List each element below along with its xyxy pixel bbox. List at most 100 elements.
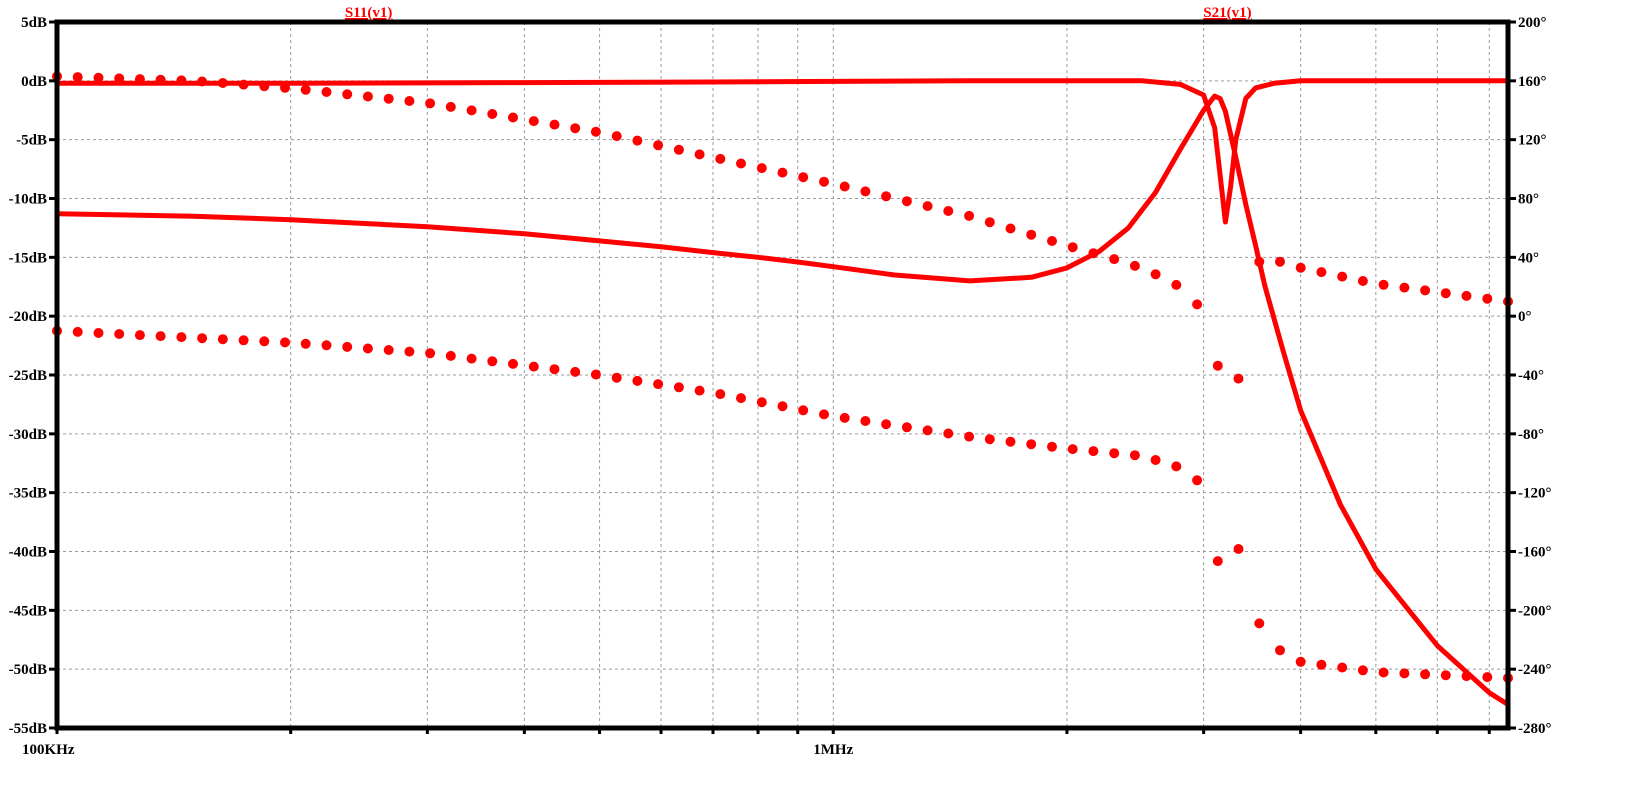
series-point xyxy=(1005,223,1016,234)
series-point xyxy=(549,119,560,130)
series-point xyxy=(1109,448,1120,459)
trace-label: S21(v1) xyxy=(1203,5,1251,21)
series-point xyxy=(1378,279,1389,290)
series-point xyxy=(114,329,125,339)
y-right-tick-label: -80° xyxy=(1518,427,1544,443)
series-point xyxy=(860,186,871,197)
series-point xyxy=(943,206,954,216)
series-point xyxy=(280,82,290,93)
series-point xyxy=(238,79,249,90)
y-left-tick-label: -35dB xyxy=(9,486,47,502)
series-point xyxy=(1254,618,1265,629)
series-point xyxy=(466,353,477,364)
series-point xyxy=(487,356,498,367)
y-right-tick-label: -160° xyxy=(1518,545,1552,561)
series-point xyxy=(1482,293,1493,304)
series-point xyxy=(1399,668,1410,679)
series-point xyxy=(155,74,166,85)
series-point xyxy=(528,116,539,127)
y-right-tick-label: -40° xyxy=(1518,368,1544,384)
series-point xyxy=(1005,436,1016,447)
series-point xyxy=(819,409,829,420)
series-line xyxy=(54,78,1511,225)
y-right-tick-label: 120° xyxy=(1518,133,1547,149)
series-point xyxy=(1088,446,1099,457)
series-point xyxy=(1295,656,1306,667)
series-point xyxy=(860,416,871,426)
series-point xyxy=(1275,645,1285,656)
series-point xyxy=(1171,279,1182,290)
series-point xyxy=(881,191,892,202)
series-point xyxy=(93,72,104,83)
series-point xyxy=(922,201,933,212)
series-point xyxy=(155,331,166,342)
series-point xyxy=(673,382,684,393)
series-point xyxy=(570,123,581,134)
y-left-tick-label: -5dB xyxy=(16,133,47,149)
series-point xyxy=(1357,276,1368,286)
series-point xyxy=(134,330,145,341)
series-point xyxy=(404,346,415,357)
tick-marks xyxy=(49,20,1516,734)
series-point xyxy=(964,210,975,221)
series-point xyxy=(300,84,311,95)
series-point xyxy=(176,332,187,343)
series-point xyxy=(362,343,373,354)
series-point xyxy=(922,425,933,436)
series-point xyxy=(549,364,560,375)
y-left-tick-label: -55dB xyxy=(9,721,47,737)
series-point xyxy=(383,93,394,104)
trace-label: S11(v1) xyxy=(345,5,393,21)
series-point xyxy=(1275,256,1285,267)
series-point xyxy=(1420,285,1431,296)
series-point xyxy=(1047,441,1057,452)
series-point xyxy=(1233,373,1244,384)
series-point xyxy=(1316,267,1327,278)
series-point xyxy=(321,87,332,97)
series-point xyxy=(342,89,353,100)
series-point xyxy=(1150,455,1161,465)
series-point xyxy=(1109,254,1120,265)
y-right-tick-label: 0° xyxy=(1518,309,1532,325)
series-point xyxy=(1357,665,1368,676)
series-point xyxy=(715,389,726,400)
series-point xyxy=(1150,269,1161,280)
series-point xyxy=(901,196,912,207)
series-point xyxy=(300,338,311,349)
tick-labels: 5dB 0dB -5dB -10dB -15dB -20dB -25dB -30dB -35dB… xyxy=(9,15,1552,758)
series-point xyxy=(114,73,125,84)
series-point xyxy=(1254,256,1265,267)
y-right-tick-label: -200° xyxy=(1518,603,1552,619)
y-right-tick-label: -240° xyxy=(1518,662,1552,678)
series-point xyxy=(1440,670,1451,681)
series-point xyxy=(653,379,664,390)
series-point xyxy=(1192,475,1203,486)
series-point xyxy=(445,350,456,361)
series-point xyxy=(798,172,809,183)
series-point xyxy=(1047,236,1057,246)
series-point xyxy=(736,158,746,169)
series-point xyxy=(632,135,643,146)
series-point xyxy=(590,126,601,137)
series-point xyxy=(1026,229,1037,240)
y-right-tick-label: 40° xyxy=(1518,250,1539,266)
series-point xyxy=(653,140,664,151)
trace-labels: S11(v1) S21(v1) xyxy=(345,5,1252,21)
series-point xyxy=(1088,248,1099,259)
series-point xyxy=(1337,662,1348,673)
series-point xyxy=(1129,260,1140,271)
y-left-tick-label: -10dB xyxy=(9,192,47,208)
series-point xyxy=(217,78,228,88)
y-left-tick-label: -40dB xyxy=(9,545,47,561)
series-point xyxy=(487,109,498,119)
series-point xyxy=(362,91,373,102)
series-point xyxy=(1461,671,1472,682)
series-point xyxy=(736,393,746,404)
y-left-tick-label: -25dB xyxy=(9,368,47,384)
y-left-tick-label: -30dB xyxy=(9,427,47,443)
series-point xyxy=(694,385,705,396)
series-point xyxy=(466,105,477,116)
series-point xyxy=(694,149,705,160)
series-point xyxy=(1212,556,1223,567)
